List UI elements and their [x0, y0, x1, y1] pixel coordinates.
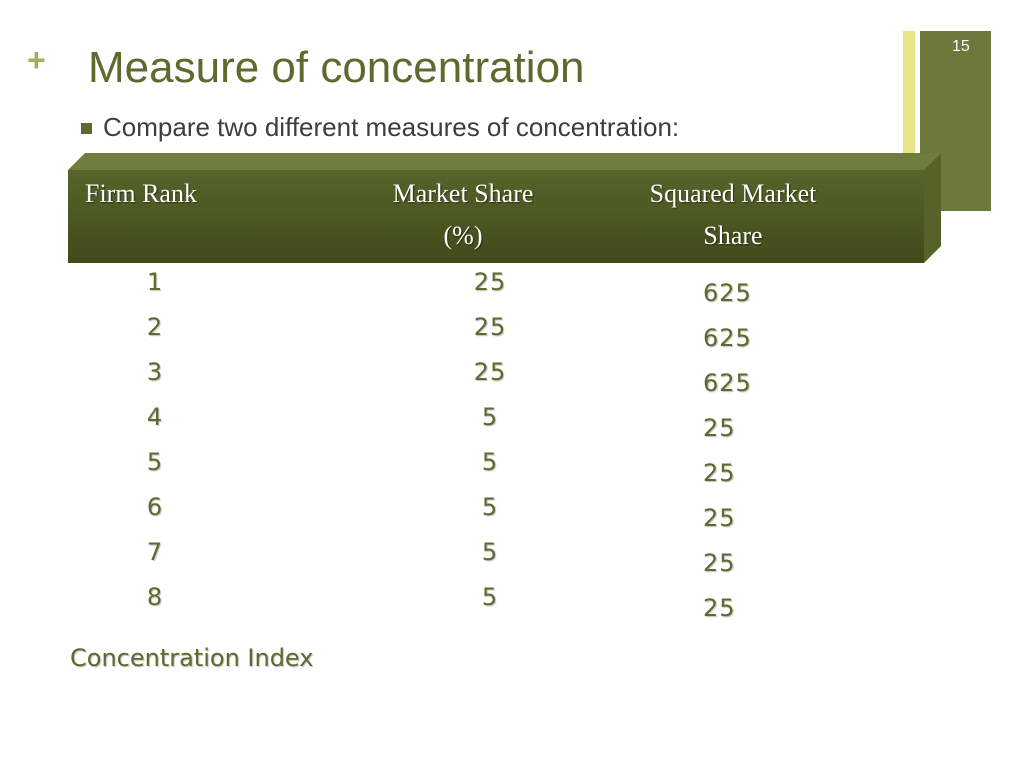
plus-icon: + — [27, 42, 46, 78]
cell-share: 25 — [473, 358, 507, 386]
cell-share: 25 — [473, 313, 507, 341]
table-header-band: Firm Rank Market Share (%) Squared Marke… — [68, 153, 943, 264]
cell-rank: 4 — [146, 403, 164, 431]
header-market-share-line2: (%) — [443, 221, 483, 250]
header-firm-rank: Firm Rank — [85, 179, 197, 208]
table-row: 6 5 25 — [0, 493, 1024, 537]
cell-share: 25 — [473, 268, 507, 296]
cell-rank: 5 — [146, 448, 164, 476]
cell-rank: 7 — [146, 538, 164, 566]
cell-share: 5 — [481, 403, 499, 431]
cell-squared: 25 — [703, 504, 736, 532]
cell-squared: 25 — [703, 459, 736, 487]
cell-rank: 2 — [146, 313, 164, 341]
decorative-yellow-bar — [903, 31, 915, 159]
concentration-index-label: Concentration Index — [70, 644, 314, 672]
cell-squared: 625 — [703, 369, 752, 397]
table-row: 1 25 625 — [0, 268, 1024, 312]
cell-rank: 6 — [146, 493, 164, 521]
table-row: 3 25 625 — [0, 358, 1024, 402]
header-squared-share-line2: Share — [703, 221, 763, 250]
cell-share: 5 — [481, 448, 499, 476]
bullet-point: Compare two different measures of concen… — [81, 112, 679, 143]
square-bullet-icon — [81, 123, 92, 134]
table-row: 4 5 25 — [0, 403, 1024, 447]
header-market-share-line1: Market Share — [392, 179, 534, 208]
cell-rank: 8 — [146, 583, 164, 611]
header-squared-share-line1: Squared Market — [649, 179, 817, 208]
bullet-text: Compare two different measures of concen… — [103, 112, 680, 142]
cell-share: 5 — [481, 538, 499, 566]
cell-squared: 625 — [703, 324, 752, 352]
cell-squared: 25 — [703, 549, 736, 577]
cell-rank: 1 — [146, 268, 164, 296]
table-row: 2 25 625 — [0, 313, 1024, 357]
header-market-share: Market Share (%) — [328, 173, 598, 257]
table-row: 5 5 25 — [0, 448, 1024, 492]
cell-rank: 3 — [146, 358, 164, 386]
header-squared-share: Squared Market Share — [588, 173, 878, 257]
header-band-shape — [68, 153, 941, 263]
cell-squared: 25 — [703, 414, 736, 442]
cell-share: 5 — [481, 493, 499, 521]
cell-squared: 625 — [703, 279, 752, 307]
cell-squared: 25 — [703, 594, 736, 622]
slide-number: 15 — [952, 38, 970, 55]
slide-title: Measure of concentration — [88, 43, 585, 92]
table-row: 8 5 25 — [0, 583, 1024, 627]
cell-share: 5 — [481, 583, 499, 611]
table-row: 7 5 25 — [0, 538, 1024, 582]
